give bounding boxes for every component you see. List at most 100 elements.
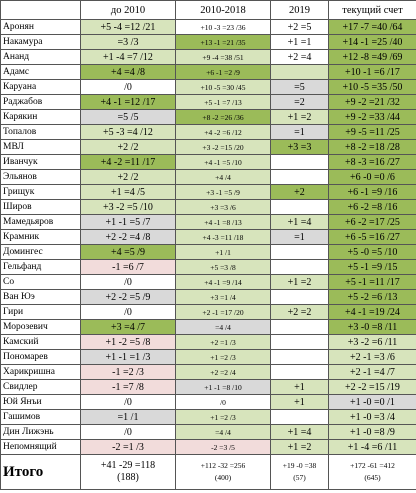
row: Накамура =3 /3 +13 -1 =21 /35 +1 =1 +14 -1 =…: [0, 34, 416, 50]
score-cell: +3 =3: [270, 139, 329, 155]
score-cell: +6 -0 =0 /6: [328, 169, 416, 185]
score-cell: +3 -1 =5 /9: [175, 184, 271, 200]
total-line: (188): [117, 472, 139, 483]
row: Каруана/0 +10 -5 =30 /45 =5 +10 -5 =35 /50: [0, 79, 416, 95]
score-cell: +4 -1 =5 /10: [175, 154, 271, 170]
score-cell: -1 =2 /3: [80, 364, 176, 380]
score-cell: +1 =2 /3: [175, 349, 271, 365]
row: Широв +3 -2 =5 /10 +3 =3 /6 +6 -2 =8 /16: [0, 199, 416, 215]
score-cell: +9 -2 =21 /32: [328, 94, 416, 110]
score-cell: +2 -2 =5 /9: [80, 289, 176, 305]
player-name: Свидлер: [0, 379, 81, 395]
row: Морозевич +3 =4 /7 =4 /4 +3 -0 =8 /11: [0, 319, 416, 335]
score-cell: +1 =1: [270, 34, 329, 50]
player-name: Камский: [0, 334, 81, 350]
score-cell: [270, 349, 329, 365]
player-name: Широв: [0, 199, 81, 215]
total-cell: +112 -32 =256 (400): [175, 454, 271, 490]
row: Раджабов +4 -1 =12 /17 +5 -1 =7 /13 =2 +9 -2…: [0, 94, 416, 110]
score-cell: +3 =1 /4: [175, 289, 271, 305]
score-cell: +1 -4 =7 /12: [80, 49, 176, 65]
score-cell: [270, 259, 329, 275]
score-cell: +6 -2 =8 /16: [328, 199, 416, 215]
score-cell: +1 -4 =6 /11: [328, 439, 416, 455]
score-cell: +1 /1: [175, 244, 271, 260]
score-cell: [270, 334, 329, 350]
header-row: до 2010 2010-2018 2019 текущий счет: [0, 0, 416, 20]
score-cell: +8 -2 =26 /36: [175, 109, 271, 125]
score-cell: [270, 409, 329, 425]
score-cell: +2 -1 =3 /6: [328, 349, 416, 365]
row: Камский +1 -2 =5 /8 +2 =1 /3 +3 -2 =6 /11: [0, 334, 416, 350]
score-cell: -1 =7 /8: [80, 379, 176, 395]
score-cell: +4 -1 =19 /24: [328, 304, 416, 320]
score-cell: +13 -1 =21 /35: [175, 34, 271, 50]
score-cell: +1 -0 =8 /9: [328, 424, 416, 440]
player-name: Ван Юэ: [0, 289, 81, 305]
header-cell: текущий счет: [328, 0, 416, 20]
player-name: Со: [0, 274, 81, 290]
score-cell: +3 -2 =15 /20: [175, 139, 271, 155]
row: Иванчук +4 -2 =11 /17 +4 -1 =5 /10 +8 -3 =1…: [0, 154, 416, 170]
score-cell: +4 -2 =6 /12: [175, 124, 271, 140]
score-cell: +5 -2 =6 /13: [328, 289, 416, 305]
player-name: Раджабов: [0, 94, 81, 110]
player-name: Грищук: [0, 184, 81, 200]
score-cell: +1 =4 /5: [80, 184, 176, 200]
score-cell: /0: [80, 394, 176, 410]
score-cell: +5 -1 =7 /13: [175, 94, 271, 110]
score-cell: +6 -1 =9 /16: [328, 184, 416, 200]
score-cell: /0: [80, 424, 176, 440]
row: Свидлер -1 =7 /8 +1 -1 =8 /10 +1 +2 -2 =15 /…: [0, 379, 416, 395]
row: Крамник +2 -2 =4 /8 +4 -3 =11 /18 =1 +6 -5 =…: [0, 229, 416, 245]
score-cell: +3 -2 =5 /10: [80, 199, 176, 215]
header-cell: до 2010: [80, 0, 176, 20]
total-row: Итого +41 -29 =118 (188) +112 -32 =256 (400)…: [0, 454, 416, 490]
player-name: Харикришна: [0, 364, 81, 380]
score-cell: +1 -1 =1 /3: [80, 349, 176, 365]
row: Пономарев +1 -1 =1 /3 +1 =2 /3 +2 -1 =3 /6: [0, 349, 416, 365]
player-name: Карякин: [0, 109, 81, 125]
total-line: (400): [214, 473, 232, 482]
score-cell: +2 -1 =4 /7: [328, 364, 416, 380]
score-cell: +2 -2 =15 /19: [328, 379, 416, 395]
row: Гельфанд -1 =6 /7 +5 =3 /8 +5 -1 =9 /15: [0, 259, 416, 275]
row: Юй Янъи/0/0 +1 +1 -0 =0 /1: [0, 394, 416, 410]
row: Ван Юэ +2 -2 =5 /9 +3 =1 /4 +5 -2 =6 /13: [0, 289, 416, 305]
score-cell: +6 -1 =2 /9: [175, 64, 271, 80]
score-cell: +6 -2 =17 /25: [328, 214, 416, 230]
score-cell: =2: [270, 94, 329, 110]
score-cell: =4 /4: [175, 319, 271, 335]
score-cell: +3 =4 /7: [80, 319, 176, 335]
player-name: МВЛ: [0, 139, 81, 155]
score-cell: =5: [270, 79, 329, 95]
score-cell: +9 -5 =11 /25: [328, 124, 416, 140]
player-name: Домингес: [0, 244, 81, 260]
row: МВЛ +2 /2 +3 -2 =15 /20 +3 =3 +8 -2 =18 /28: [0, 139, 416, 155]
score-cell: +4 /4: [175, 169, 271, 185]
player-name: Гири: [0, 304, 81, 320]
total-line: +41 -29 =118: [100, 460, 156, 471]
score-cell: =5 /5: [80, 109, 176, 125]
score-cell: =4 /4: [175, 424, 271, 440]
score-cell: [270, 199, 329, 215]
player-name: Дин Лижэнь: [0, 424, 81, 440]
score-cell: +5 -1 =11 /17: [328, 274, 416, 290]
row: Дин Лижэнь/0 =4 /4 +1 =4 +1 -0 =8 /9: [0, 424, 416, 440]
score-cell: +2 /2: [80, 139, 176, 155]
header-cell: [0, 0, 81, 20]
score-cell: +14 -1 =25 /40: [328, 34, 416, 50]
score-cell: +1 =2: [270, 439, 329, 455]
row: Гашимов =1 /1 +1 =2 /3 +1 -0 =3 /4: [0, 409, 416, 425]
total-line: +19 -0 =38: [282, 461, 317, 470]
score-cell: +1 -2 =5 /8: [80, 334, 176, 350]
score-cell: +2: [270, 184, 329, 200]
score-cell: +10 -5 =35 /50: [328, 79, 416, 95]
score-cell: +5 =3 /8: [175, 259, 271, 275]
total-cell: +172 -61 =412 (645): [328, 454, 416, 490]
score-cell: +2 =5: [270, 19, 329, 35]
score-cell: +2 =4: [270, 49, 329, 65]
score-cell: +1 =2 /3: [175, 409, 271, 425]
player-name: Крамник: [0, 229, 81, 245]
